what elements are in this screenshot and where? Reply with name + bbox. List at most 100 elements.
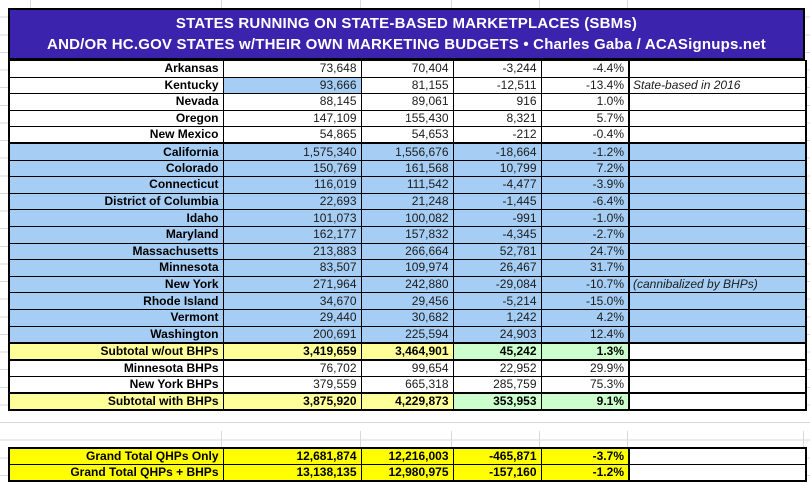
value-cell: 93,666 bbox=[222, 76, 362, 95]
grand-totals-table-body: Grand Total QHPs Only 12,681,874 12,216,00… bbox=[8, 447, 807, 482]
sbm-states-table: Arkansas 73,648 70,404 -3,244 -4.4% Kentucky 9… bbox=[8, 60, 807, 411]
table-row: New York BHPs 379,559 665,318 285,759 75.3% bbox=[8, 375, 807, 394]
value-cell: 266,664 bbox=[360, 242, 454, 261]
gridline bbox=[627, 0, 628, 8]
table-row: New York 271,964 242,880 -29,084 -10.7% (cann… bbox=[8, 275, 807, 294]
value-cell: -157,160 bbox=[452, 464, 542, 482]
value-cell: 83,507 bbox=[222, 259, 362, 277]
value-cell: 116,019 bbox=[222, 176, 362, 194]
value-cell: 54,865 bbox=[222, 126, 362, 145]
value-cell: -4.4% bbox=[540, 60, 630, 78]
table-row: Grand Total QHPs + BHPs 13,138,135 12,980,… bbox=[8, 464, 807, 482]
gridline bbox=[221, 431, 222, 447]
sbm-table-body: Arkansas 73,648 70,404 -3,244 -4.4% Kentucky 9… bbox=[8, 60, 807, 411]
title-line-1: STATES RUNNING ON STATE-BASED MARKETPLAC… bbox=[175, 15, 638, 32]
note-cell bbox=[628, 391, 807, 411]
value-cell: 54,653 bbox=[360, 126, 454, 145]
state-name-cell: Kentucky bbox=[8, 76, 224, 95]
note-cell bbox=[628, 375, 807, 394]
gridline bbox=[539, 431, 540, 447]
note-cell bbox=[628, 359, 807, 377]
note-cell bbox=[628, 447, 807, 466]
table-row: Grand Total QHPs Only 12,681,874 12,216,00… bbox=[8, 447, 807, 466]
value-cell: 3,419,659 bbox=[222, 341, 362, 361]
value-cell: -4,477 bbox=[452, 176, 542, 194]
gridline bbox=[451, 431, 452, 447]
value-cell: 75.3% bbox=[540, 375, 630, 394]
value-cell: -1.2% bbox=[540, 142, 630, 161]
state-name-cell: Oregon bbox=[8, 109, 224, 128]
table-row: Connecticut 116,019 111,542 -4,477 -3.9% bbox=[8, 176, 807, 194]
value-cell: 73,648 bbox=[222, 60, 362, 78]
table-row: Rhode Island 34,670 29,456 -5,214 -15.0% bbox=[8, 292, 807, 310]
table-row: California 1,575,340 1,556,676 -18,664 -1.2% bbox=[8, 142, 807, 161]
state-name-cell: Arkansas bbox=[8, 60, 224, 78]
note-cell: State-based in 2016 bbox=[628, 76, 807, 95]
value-cell: 8,321 bbox=[452, 109, 542, 128]
value-cell: 665,318 bbox=[360, 375, 454, 394]
state-name-cell: Minnesota bbox=[8, 259, 224, 277]
table-row: Massachusetts 213,883 266,664 52,781 24.7% bbox=[8, 242, 807, 261]
state-name-cell: Maryland bbox=[8, 225, 224, 244]
value-cell: 22,952 bbox=[452, 359, 542, 377]
value-cell: 1,242 bbox=[452, 308, 542, 327]
note-cell bbox=[628, 126, 807, 145]
note-cell: (cannibalized by BHPs) bbox=[628, 275, 807, 294]
table-row: Kentucky 93,666 81,155 -12,511 -13.4% State-b… bbox=[8, 76, 807, 95]
note-cell bbox=[628, 464, 807, 482]
value-cell: 5.7% bbox=[540, 109, 630, 128]
table-row: Washington 200,691 225,594 24,903 12.4% bbox=[8, 325, 807, 344]
value-cell: 12,980,975 bbox=[360, 464, 454, 482]
value-cell: 76,702 bbox=[222, 359, 362, 377]
value-cell: 3,875,920 bbox=[222, 391, 362, 411]
value-cell: 24.7% bbox=[540, 242, 630, 261]
value-cell: 29.9% bbox=[540, 359, 630, 377]
gridline bbox=[360, 431, 361, 447]
value-cell: -12,511 bbox=[452, 76, 542, 95]
value-cell: 88,145 bbox=[222, 93, 362, 111]
value-cell: 12,216,003 bbox=[360, 447, 454, 466]
value-cell: 9.1% bbox=[540, 391, 630, 411]
note-cell bbox=[628, 93, 807, 111]
value-cell: -3.7% bbox=[540, 447, 630, 466]
table-row: Vermont 29,440 30,682 1,242 4.2% bbox=[8, 308, 807, 327]
value-cell: 213,883 bbox=[222, 242, 362, 261]
state-name-cell: Rhode Island bbox=[8, 292, 224, 310]
value-cell: 1,556,676 bbox=[360, 142, 454, 161]
grand-totals-table: Grand Total QHPs Only 12,681,874 12,216,00… bbox=[8, 447, 807, 483]
state-name-cell: California bbox=[8, 142, 224, 161]
gridline bbox=[30, 0, 31, 8]
note-cell bbox=[628, 259, 807, 277]
value-cell: 225,594 bbox=[360, 325, 454, 344]
table-row: Subtotal with BHPs 3,875,920 4,229,873 353,… bbox=[8, 391, 807, 411]
table-row: Nevada 88,145 89,061 916 1.0% bbox=[8, 93, 807, 111]
note-cell bbox=[628, 60, 807, 78]
value-cell: 109,974 bbox=[360, 259, 454, 277]
table-title-banner: STATES RUNNING ON STATE-BASED MARKETPLAC… bbox=[8, 8, 805, 60]
value-cell: 1.3% bbox=[540, 341, 630, 361]
value-cell: 157,832 bbox=[360, 225, 454, 244]
value-cell: -10.7% bbox=[540, 275, 630, 294]
gridline bbox=[451, 0, 452, 8]
value-cell: -18,664 bbox=[452, 142, 542, 161]
state-name-cell: Vermont bbox=[8, 308, 224, 327]
value-cell: 155,430 bbox=[360, 109, 454, 128]
state-name-cell: Connecticut bbox=[8, 176, 224, 194]
table-row: Colorado 150,769 161,568 10,799 7.2% bbox=[8, 159, 807, 178]
value-cell: 30,682 bbox=[360, 308, 454, 327]
value-cell: -1.2% bbox=[540, 464, 630, 482]
value-cell: -29,084 bbox=[452, 275, 542, 294]
table-row: District of Columbia 22,693 21,248 -1,445 -6… bbox=[8, 192, 807, 211]
value-cell: 242,880 bbox=[360, 275, 454, 294]
value-cell: 3,464,901 bbox=[360, 341, 454, 361]
state-name-cell: Idaho bbox=[8, 209, 224, 227]
value-cell: 111,542 bbox=[360, 176, 454, 194]
table-row: Minnesota BHPs 76,702 99,654 22,952 29.9% bbox=[8, 359, 807, 377]
value-cell: 353,953 bbox=[452, 391, 542, 411]
value-cell: 81,155 bbox=[360, 76, 454, 95]
table-row: Idaho 101,073 100,082 -991 -1.0% bbox=[8, 209, 807, 227]
table-row: Oregon 147,109 155,430 8,321 5.7% bbox=[8, 109, 807, 128]
note-cell bbox=[628, 225, 807, 244]
value-cell: 13,138,135 bbox=[222, 464, 362, 482]
